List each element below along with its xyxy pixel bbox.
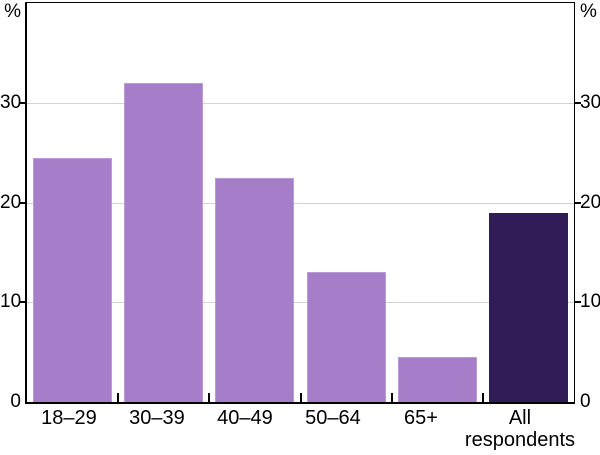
bar [488, 212, 568, 402]
category-label: All respondents [464, 407, 575, 451]
y-axis-tick [575, 201, 581, 204]
bar [124, 82, 204, 402]
y-tick-label: 20 [580, 191, 600, 213]
y-tick-label: 0 [580, 391, 591, 412]
y-axis-tick [19, 201, 25, 204]
plot-area [25, 2, 575, 404]
y-tick-label: 30 [580, 91, 600, 113]
bars-layer [27, 3, 574, 402]
category-label: 50–64 [305, 407, 361, 429]
gridline [27, 102, 574, 104]
category-label: 30–39 [129, 407, 185, 429]
y-tick-label: 10 [580, 291, 600, 313]
x-axis-category-labels: 18–29 30–39 40–49 50–64 65+ All respondents [25, 407, 575, 451]
y-tick-label: 10 [0, 291, 22, 313]
bar [215, 177, 295, 402]
category-label: 40–49 [217, 407, 273, 429]
gridline [27, 202, 574, 204]
category-label: 65+ [403, 407, 438, 429]
bar-slot [27, 3, 118, 402]
category-boundary-tick [299, 393, 302, 402]
right-axis-unit-label: % [580, 1, 597, 22]
category-label: 18–29 [41, 407, 97, 429]
gridline [27, 302, 574, 304]
y-axis-tick [19, 101, 25, 104]
y-axis-tick [19, 301, 25, 304]
y-tick-label: 20 [0, 191, 22, 213]
left-axis-unit-label: % [4, 1, 21, 22]
y-axis-tick [575, 101, 581, 104]
category-boundary-tick [390, 393, 393, 402]
y-tick-label: 0 [10, 391, 21, 412]
category-boundary-tick [117, 393, 120, 402]
bar [33, 157, 113, 402]
y-tick-label: 30 [0, 91, 22, 113]
category-boundary-tick [208, 393, 211, 402]
bar [306, 272, 386, 402]
bar-slot [118, 3, 209, 402]
bar-slot [301, 3, 392, 402]
y-axis-tick [575, 301, 581, 304]
bar-slot [483, 3, 574, 402]
bar [397, 357, 477, 402]
category-boundary-tick [481, 393, 484, 402]
bar-slot [209, 3, 300, 402]
bar-slot [392, 3, 483, 402]
